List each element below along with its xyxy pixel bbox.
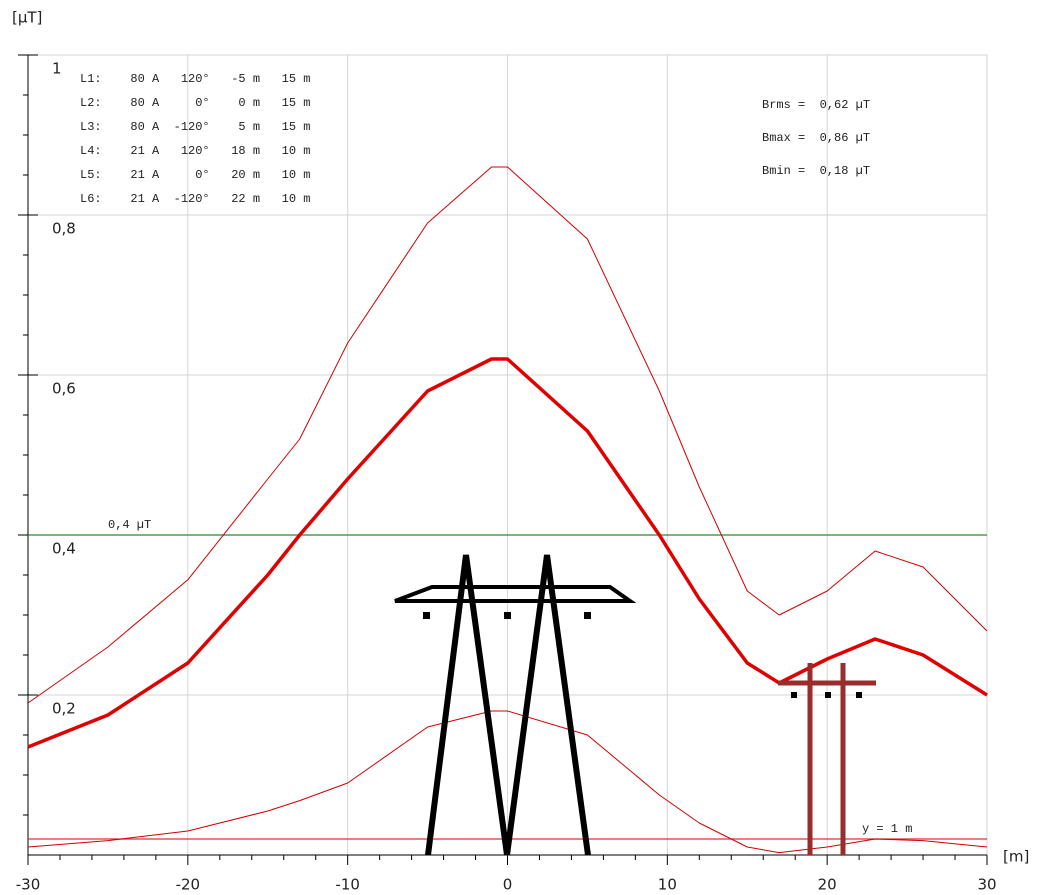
conductor <box>791 692 797 698</box>
x-tick-label: -20 <box>176 876 201 894</box>
tower-crossarm <box>395 587 630 601</box>
y-axis-label: [µT] <box>12 9 42 27</box>
main-tower <box>395 555 630 855</box>
statistic: Bmax = 0,86 µT <box>762 131 870 145</box>
conductor <box>423 612 430 619</box>
conductor <box>825 692 831 698</box>
chart: [µT] [m] -30 -20 -10 0 10 20 30 0,2 0,4 0,6 0,8 1 0,… <box>0 0 1039 895</box>
y-tick-label: 0,8 <box>52 220 76 238</box>
conductor <box>584 612 591 619</box>
x-axis-label: [m] <box>1003 848 1029 866</box>
y-tick-label: 1 <box>52 60 62 78</box>
y-tick-label: 0,4 <box>52 540 76 558</box>
x-tick-label: 20 <box>818 876 837 894</box>
conductor-row: L2: 80 A 0° 0 m 15 m <box>80 96 310 110</box>
conductor-row: L1: 80 A 120° -5 m 15 m <box>80 72 310 86</box>
conductor-row: L3: 80 A -120° 5 m 15 m <box>80 120 310 134</box>
x-tick-label: -30 <box>16 876 41 894</box>
statistic: Brms = 0,62 µT <box>762 98 870 112</box>
reference-label: y = 1 m <box>862 822 912 836</box>
conductor-row: L6: 21 A -120° 22 m 10 m <box>80 192 310 206</box>
reference-label: 0,4 µT <box>108 518 151 532</box>
conductor-row: L5: 21 A 0° 20 m 10 m <box>80 168 310 182</box>
x-tick-label: 30 <box>977 876 996 894</box>
y-tick-label: 0,6 <box>52 380 76 398</box>
conductor-row: L4: 21 A 120° 18 m 10 m <box>80 144 310 158</box>
x-tick-label: 10 <box>658 876 677 894</box>
conductor <box>504 612 511 619</box>
x-tick-label: -10 <box>335 876 360 894</box>
x-tick-label: 0 <box>503 876 513 894</box>
plot-area: -30 -20 -10 0 10 20 30 0,2 0,4 0,6 0,8 1 0,4 µT y = 1… <box>16 55 997 894</box>
conductor <box>856 692 862 698</box>
statistic: Bmin = 0,18 µT <box>762 164 870 178</box>
y-tick-label: 0,2 <box>52 700 76 718</box>
